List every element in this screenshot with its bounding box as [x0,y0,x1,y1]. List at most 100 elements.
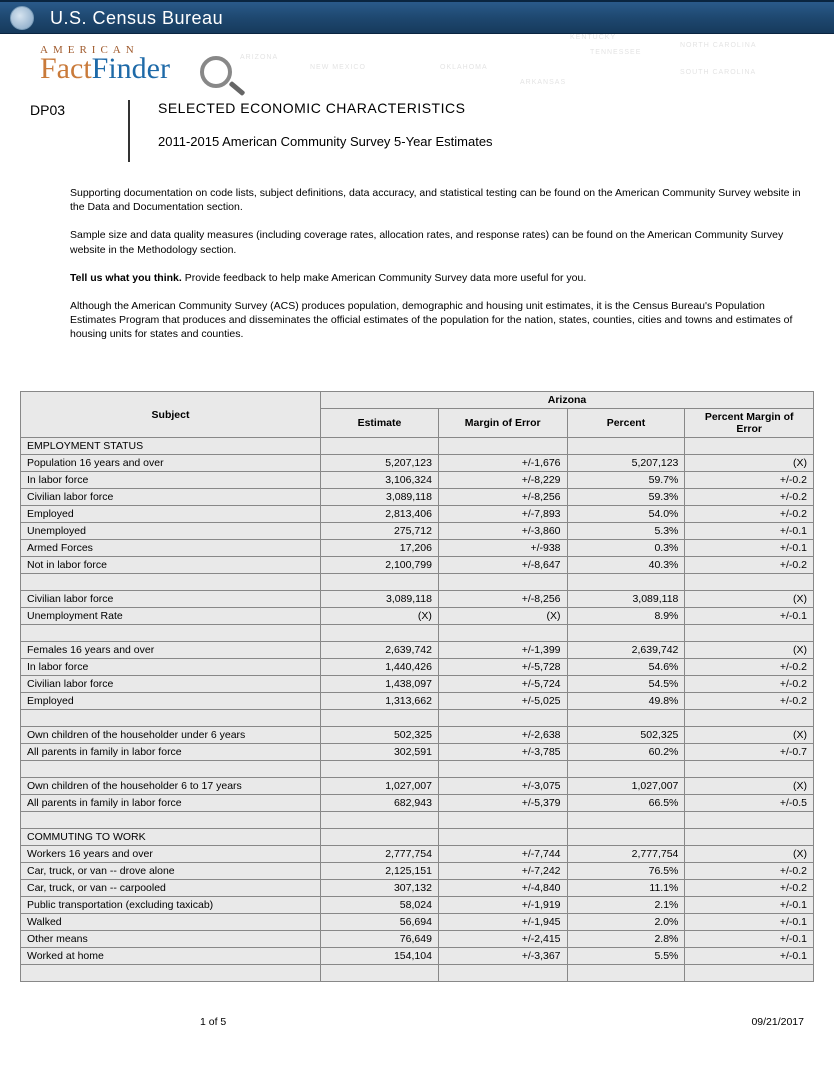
row-estimate: 5,207,123 [321,455,439,472]
row-label: Employed [21,693,321,710]
row-moe: +/-8,256 [438,591,567,608]
row-estimate: 3,089,118 [321,489,439,506]
table-row [21,761,814,778]
row-estimate: 58,024 [321,897,439,914]
row-label: Not in labor force [21,557,321,574]
row-estimate: 76,649 [321,931,439,948]
table-row: All parents in family in labor force682,… [21,795,814,812]
table-row: Own children of the householder under 6 … [21,727,814,744]
row-percent: 54.6% [567,659,685,676]
intro-text: Supporting documentation on code lists, … [0,162,834,341]
col-subject: Subject [21,392,321,438]
row-moe: +/-3,860 [438,523,567,540]
row-percent: 2,639,742 [567,642,685,659]
row-estimate: 1,440,426 [321,659,439,676]
section-label: EMPLOYMENT STATUS [21,438,321,455]
logo-finder: Finder [92,52,170,85]
table-row: Armed Forces17,206+/-9380.3%+/-0.1 [21,540,814,557]
table-row: Civilian labor force3,089,118+/-8,25659.… [21,489,814,506]
row-estimate: 275,712 [321,523,439,540]
row-estimate: 154,104 [321,948,439,965]
row-percent: 2.0% [567,914,685,931]
row-pme: +/-0.1 [685,540,814,557]
row-pme: +/-0.1 [685,931,814,948]
data-table: Subject Arizona Estimate Margin of Error… [20,391,814,982]
row-pme: +/-0.2 [685,880,814,897]
row-percent: 2.8% [567,931,685,948]
report-header: DP03 SELECTED ECONOMIC CHARACTERISTICS 2… [0,94,834,162]
table-row: Car, truck, or van -- drove alone2,125,1… [21,863,814,880]
logo-fact: Fact [40,52,92,85]
row-percent: 3,089,118 [567,591,685,608]
intro-p3: Tell us what you think. Provide feedback… [70,271,804,285]
row-moe: +/-3,367 [438,948,567,965]
table-row: Public transportation (excluding taxicab… [21,897,814,914]
table-row: Workers 16 years and over2,777,754+/-7,7… [21,846,814,863]
row-percent: 1,027,007 [567,778,685,795]
page-footer: 1 of 5 09/21/2017 [0,982,834,1038]
row-pme: +/-0.2 [685,472,814,489]
row-moe: +/-2,638 [438,727,567,744]
row-estimate: 307,132 [321,880,439,897]
table-row: Worked at home154,104+/-3,3675.5%+/-0.1 [21,948,814,965]
table-row: EMPLOYMENT STATUS [21,438,814,455]
row-estimate: 2,125,151 [321,863,439,880]
row-label: Civilian labor force [21,676,321,693]
row-label: Armed Forces [21,540,321,557]
row-percent: 60.2% [567,744,685,761]
row-moe: +/-1,945 [438,914,567,931]
table-row: Employed1,313,662+/-5,02549.8%+/-0.2 [21,693,814,710]
row-moe: +/-7,242 [438,863,567,880]
row-label: All parents in family in labor force [21,744,321,761]
row-label: In labor force [21,659,321,676]
row-pme: (X) [685,727,814,744]
row-pme: +/-0.2 [685,659,814,676]
row-label: Females 16 years and over [21,642,321,659]
row-label: Workers 16 years and over [21,846,321,863]
row-label: All parents in family in labor force [21,795,321,812]
row-percent: 2,777,754 [567,846,685,863]
table-row: COMMUTING TO WORK [21,829,814,846]
table-row: Population 16 years and over5,207,123+/-… [21,455,814,472]
row-label: Population 16 years and over [21,455,321,472]
row-label: Employed [21,506,321,523]
row-percent: 76.5% [567,863,685,880]
table-row: Walked56,694+/-1,9452.0%+/-0.1 [21,914,814,931]
row-pme: +/-0.1 [685,523,814,540]
row-percent: 66.5% [567,795,685,812]
logo-factfinder: FactFinder [40,54,834,84]
row-pme: (X) [685,778,814,795]
table-row: In labor force1,440,426+/-5,72854.6%+/-0… [21,659,814,676]
col-percent: Percent [567,409,685,438]
row-moe: +/-5,025 [438,693,567,710]
row-percent: 59.7% [567,472,685,489]
row-pme: +/-0.5 [685,795,814,812]
row-moe: +/-8,229 [438,472,567,489]
row-label: Other means [21,931,321,948]
row-pme: (X) [685,846,814,863]
row-label: Civilian labor force [21,591,321,608]
row-percent: 5.3% [567,523,685,540]
row-moe: +/-5,379 [438,795,567,812]
intro-p2: Sample size and data quality measures (i… [70,228,804,256]
row-moe: +/-3,785 [438,744,567,761]
row-pme: +/-0.2 [685,863,814,880]
row-label: Own children of the householder under 6 … [21,727,321,744]
table-row: Other means76,649+/-2,4152.8%+/-0.1 [21,931,814,948]
row-percent: 54.0% [567,506,685,523]
row-moe: +/-1,399 [438,642,567,659]
row-percent: 0.3% [567,540,685,557]
row-estimate: 2,639,742 [321,642,439,659]
row-estimate: 56,694 [321,914,439,931]
intro-p1: Supporting documentation on code lists, … [70,186,804,214]
row-pme: +/-0.1 [685,914,814,931]
col-group: Arizona [321,392,814,409]
row-percent: 5,207,123 [567,455,685,472]
intro-p4: Although the American Community Survey (… [70,299,804,342]
row-pme: (X) [685,455,814,472]
row-pme: +/-0.2 [685,506,814,523]
row-label: Car, truck, or van -- carpooled [21,880,321,897]
row-estimate: 3,089,118 [321,591,439,608]
row-estimate: 682,943 [321,795,439,812]
row-estimate: 2,100,799 [321,557,439,574]
